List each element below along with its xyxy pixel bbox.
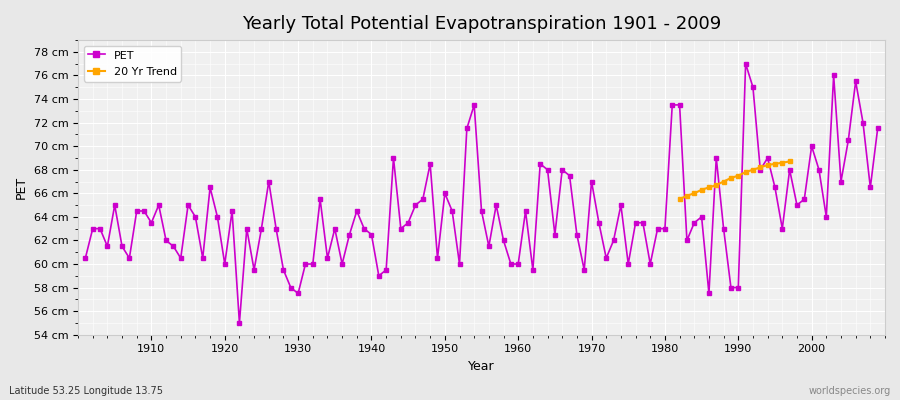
20 Yr Trend — [704, 185, 715, 190]
Line: 20 Yr Trend: 20 Yr Trend — [678, 160, 791, 201]
PET — [308, 262, 319, 266]
20 Yr Trend — [711, 183, 722, 188]
Text: worldspecies.org: worldspecies.org — [809, 386, 891, 396]
PET — [80, 256, 91, 260]
20 Yr Trend — [755, 165, 766, 170]
PET — [740, 61, 751, 66]
PET — [234, 320, 245, 325]
20 Yr Trend — [725, 176, 736, 180]
20 Yr Trend — [777, 160, 788, 165]
PET — [872, 126, 883, 131]
PET — [139, 208, 149, 213]
20 Yr Trend — [748, 167, 759, 172]
PET — [608, 238, 619, 243]
20 Yr Trend — [688, 191, 699, 196]
PET — [351, 208, 362, 213]
Legend: PET, 20 Yr Trend: PET, 20 Yr Trend — [84, 46, 181, 82]
X-axis label: Year: Year — [468, 360, 495, 373]
Title: Yearly Total Potential Evapotranspiration 1901 - 2009: Yearly Total Potential Evapotranspiratio… — [242, 15, 721, 33]
PET — [520, 208, 531, 213]
20 Yr Trend — [697, 187, 707, 192]
Text: Latitude 53.25 Longitude 13.75: Latitude 53.25 Longitude 13.75 — [9, 386, 163, 396]
Line: PET: PET — [84, 62, 879, 325]
20 Yr Trend — [733, 173, 743, 178]
20 Yr Trend — [674, 197, 685, 202]
20 Yr Trend — [784, 159, 795, 164]
20 Yr Trend — [740, 170, 751, 174]
Y-axis label: PET: PET — [15, 176, 28, 199]
20 Yr Trend — [762, 163, 773, 168]
20 Yr Trend — [718, 179, 729, 184]
20 Yr Trend — [681, 193, 692, 198]
PET — [513, 262, 524, 266]
20 Yr Trend — [770, 162, 780, 166]
